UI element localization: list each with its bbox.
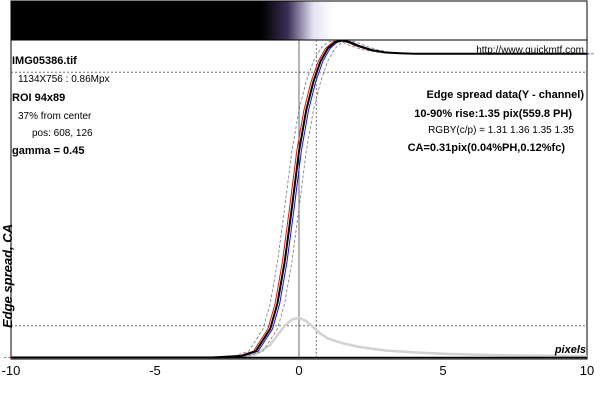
file-name: IMG05386.tif	[12, 55, 77, 67]
grid-layer	[11, 40, 587, 359]
rise-value: 10-90% rise:1.35 pix(559.8 PH)	[414, 108, 572, 120]
x-tick-label: 0	[295, 363, 302, 378]
from-center-label: 37% from center	[18, 111, 92, 122]
ca-value: CA=0.31pix(0.04%PH,0.12%fc)	[408, 142, 566, 154]
lsf-curve	[11, 316, 588, 359]
image-dimensions: 1134X756 : 0.86Mpx	[18, 74, 110, 85]
edge-curve-y	[11, 39, 587, 359]
x-tick-labels: -10 -5 0 5 10	[2, 363, 595, 378]
rgby-values: RGBY(c/p) = 1.31 1.36 1.35 1.35	[428, 125, 574, 136]
website-url: http://www.quickmtf.com	[476, 45, 584, 56]
x-tick-label: -5	[149, 363, 161, 378]
series-layer	[3, 39, 595, 359]
gamma-label: gamma = 0.45	[12, 145, 84, 157]
roi-label: ROI 94x89	[12, 92, 65, 104]
edge-image-strip	[10, 0, 588, 41]
x-tick-label: 10	[580, 363, 594, 378]
y-axis-label: Edge spread, CA	[0, 224, 15, 328]
data-title: Edge spread data(Y - channel)	[426, 89, 584, 101]
x-axis-label: pixels	[554, 344, 586, 356]
x-tick-label: -10	[2, 363, 21, 378]
position-label: pos: 608, 126	[32, 128, 93, 139]
x-tick-label: 5	[439, 363, 446, 378]
